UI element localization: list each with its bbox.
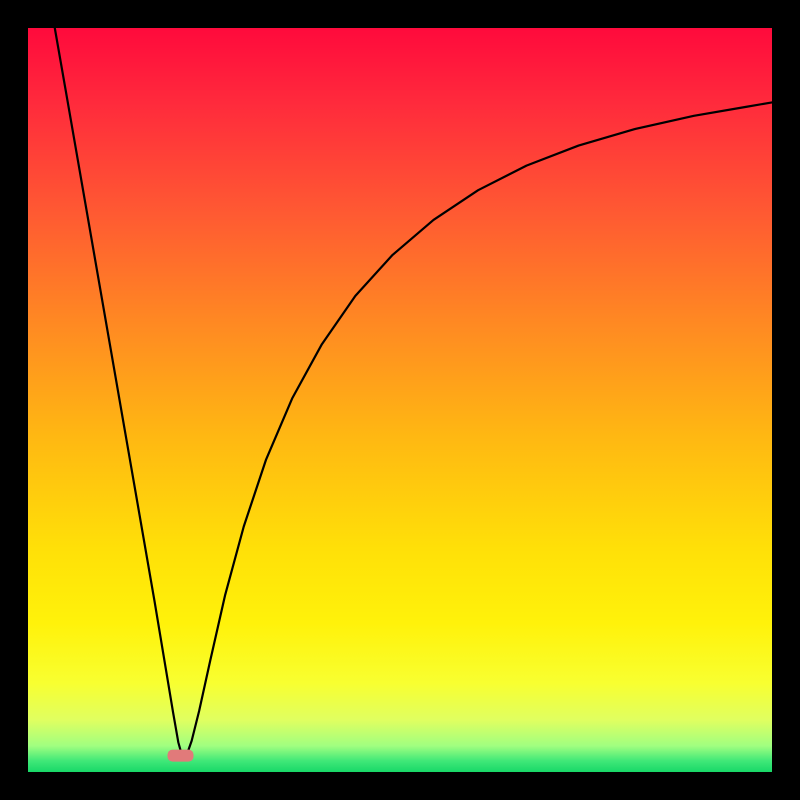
optimum-marker	[168, 750, 194, 762]
chart-container: TheBottleneck.com	[0, 0, 800, 800]
gradient-background	[28, 28, 772, 772]
bottleneck-chart	[0, 0, 800, 800]
